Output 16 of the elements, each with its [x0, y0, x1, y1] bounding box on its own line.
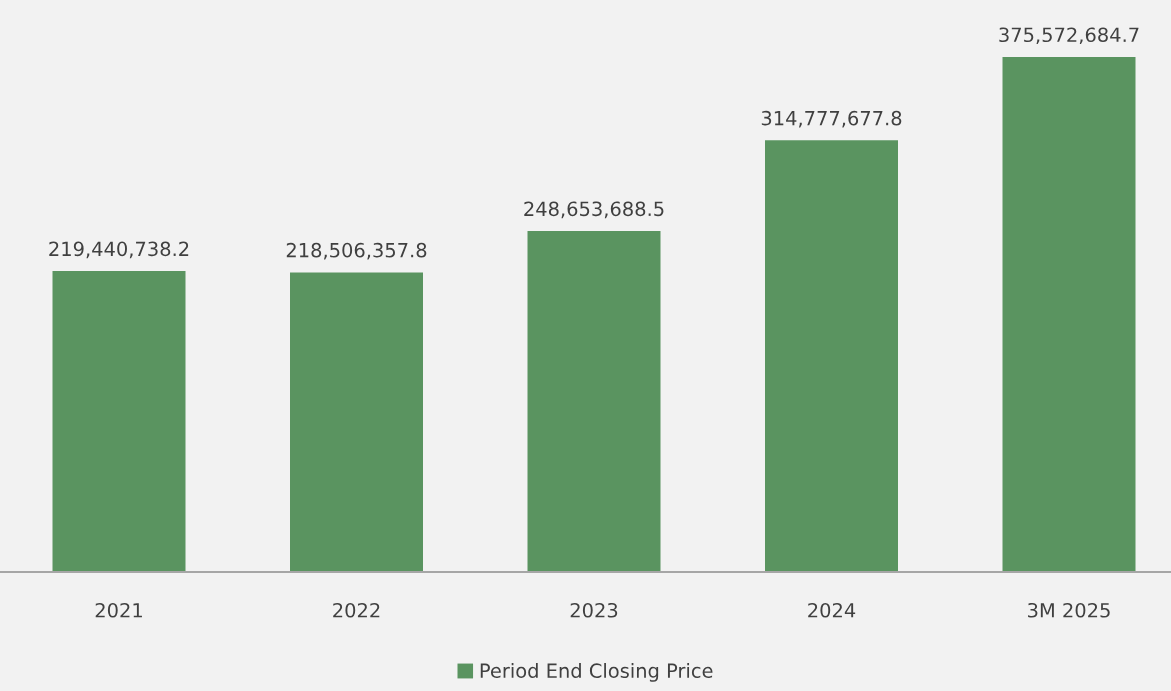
x-tick-label: 2022 — [333, 602, 380, 618]
x-tick-label: 2021 — [95, 602, 142, 618]
data-label: 218,506,357.8 — [286, 242, 427, 260]
x-tick-label: 2024 — [808, 602, 856, 618]
data-label: 219,440,738.2 — [49, 241, 189, 259]
bar — [290, 272, 423, 572]
x-tick-label: 2023 — [570, 602, 618, 618]
bar — [52, 271, 186, 572]
legend-label: Period End Closing Price — [480, 662, 713, 682]
bar — [765, 140, 898, 572]
x-tick-label: 3M 2025 — [1028, 602, 1110, 618]
data-label: 375,572,684.7 — [999, 27, 1139, 45]
bar — [527, 231, 661, 572]
data-label: 248,653,688.5 — [524, 201, 664, 219]
data-label: 314,777,677.8 — [761, 110, 902, 128]
bar — [1002, 57, 1136, 572]
